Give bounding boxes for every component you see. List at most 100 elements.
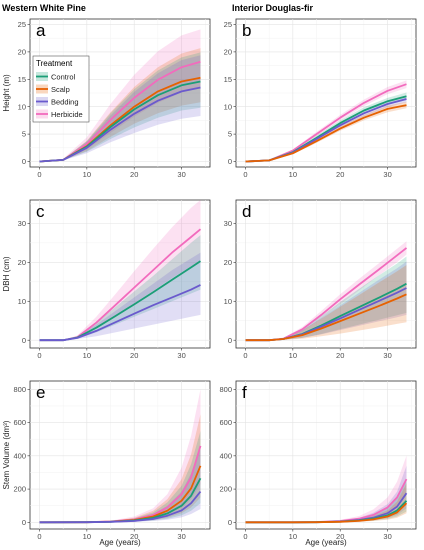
y-tick-label: 0	[228, 157, 232, 166]
x-tick-label: 10	[289, 170, 297, 179]
panel-c: 0 10 20 30 0 10 20 30 c DBH (cm)	[2, 199, 211, 360]
y-tick-label: 20	[224, 258, 232, 267]
y-tick-label: 5	[228, 130, 232, 139]
y-tick-label: 0	[228, 518, 232, 527]
y-tick-label: 15	[224, 75, 232, 84]
series-line-bedding	[39, 491, 202, 524]
series-line-bedding	[39, 86, 201, 163]
y-tick-label: 30	[18, 219, 26, 228]
x-axis-title-left: Age (years)	[99, 538, 141, 547]
y-axis-title: DBH (cm)	[2, 256, 11, 291]
x-tick-label: 0	[37, 170, 41, 179]
ribbon-control	[245, 479, 407, 523]
x-tick-label: 20	[130, 532, 138, 541]
x-tick-label: 20	[336, 532, 344, 541]
y-tick-label: 10	[18, 102, 26, 111]
x-tick-label: 10	[289, 532, 297, 541]
ribbon-bedding	[245, 261, 407, 341]
ribbon-bedding	[39, 252, 201, 341]
y-tick-label: 5	[22, 130, 26, 139]
x-tick-label: 30	[177, 532, 185, 541]
y-tick-label: 15	[18, 75, 26, 84]
x-tick-label: 20	[336, 170, 344, 179]
y-tick-label: 600	[13, 418, 26, 427]
ribbon-bedding	[245, 465, 407, 523]
panel-letter: f	[242, 383, 247, 402]
legend-label: Herbicide	[51, 110, 83, 119]
x-tick-label: 20	[130, 351, 138, 360]
panel-frame	[235, 380, 417, 530]
y-axis-title: Stem Volume (dm³)	[2, 420, 11, 489]
ribbon-herbicide	[245, 80, 407, 162]
series-line-bedding	[39, 284, 201, 342]
x-tick-label: 20	[336, 351, 344, 360]
x-tick-label: 0	[243, 170, 247, 179]
panel-letter: c	[36, 202, 45, 221]
y-tick-label: 400	[219, 451, 232, 460]
y-tick-label: 800	[219, 385, 232, 394]
y-tick-label: 10	[224, 102, 232, 111]
panel-letter: b	[242, 21, 251, 40]
series-line-scalp	[245, 502, 408, 524]
legend-title: Treatment	[36, 59, 73, 68]
y-tick-label: 20	[224, 47, 232, 56]
x-tick-label: 20	[130, 170, 138, 179]
x-tick-label: 10	[289, 351, 297, 360]
x-tick-label: 10	[83, 170, 91, 179]
y-tick-label: 20	[18, 47, 26, 56]
x-tick-label: 30	[383, 170, 391, 179]
y-tick-label: 0	[228, 336, 232, 345]
x-tick-label: 30	[177, 170, 185, 179]
column-title-left: Western White Pine	[2, 3, 86, 13]
legend-label: Bedding	[51, 98, 79, 107]
ribbon-control	[39, 430, 201, 523]
x-tick-label: 0	[37, 351, 41, 360]
panel-letter: d	[242, 202, 251, 221]
y-tick-label: 10	[224, 297, 232, 306]
ribbon-scalp	[245, 265, 407, 341]
y-tick-label: 400	[13, 451, 26, 460]
ribbon-bedding	[39, 55, 201, 162]
y-tick-label: 200	[219, 485, 232, 494]
y-tick-label: 200	[13, 485, 26, 494]
legend-label: Scalp	[51, 85, 70, 94]
panel-letter: e	[36, 383, 45, 402]
y-tick-label: 800	[13, 385, 26, 394]
y-tick-label: 600	[219, 418, 232, 427]
panel-d: 0 10 20 30 0 10 20 30 d	[224, 199, 417, 360]
y-axis-title: Height (m)	[2, 74, 11, 112]
panel-e: 0 10 20 30 0 200 400 600 800 e Stem Volume (dm³)	[2, 380, 211, 541]
ribbon-herbicide	[39, 29, 201, 162]
series-line-scalp	[245, 293, 407, 342]
x-tick-label: 0	[243, 351, 247, 360]
series-line-scalp	[245, 104, 407, 163]
x-tick-label: 30	[383, 351, 391, 360]
panel-letter: a	[36, 21, 46, 40]
x-tick-label: 0	[37, 532, 41, 541]
y-tick-label: 0	[22, 336, 26, 345]
y-tick-label: 25	[18, 20, 26, 29]
y-tick-label: 0	[22, 518, 26, 527]
ribbon-scalp	[245, 483, 407, 523]
y-tick-label: 10	[18, 297, 26, 306]
y-tick-label: 20	[18, 258, 26, 267]
x-tick-label: 10	[83, 532, 91, 541]
y-tick-label: 0	[22, 157, 26, 166]
legend: Treatment Control Scalp Bedding Herbicide	[32, 55, 90, 123]
ribbon-control	[39, 52, 201, 162]
column-title-right: Interior Douglas-fir	[232, 3, 314, 13]
y-tick-label: 30	[224, 219, 232, 228]
y-tick-label: 25	[224, 20, 232, 29]
ribbon-bedding	[39, 445, 201, 523]
ribbon-scalp	[39, 48, 201, 162]
x-tick-label: 30	[177, 351, 185, 360]
legend-label: Control	[51, 73, 76, 82]
panel-b: 0 10 20 30 0 5 10 15 20 25 b	[224, 18, 417, 179]
x-tick-label: 10	[83, 351, 91, 360]
panel-frame	[29, 380, 211, 530]
x-axis-title-right: Age (years)	[305, 538, 347, 547]
x-tick-label: 0	[243, 532, 247, 541]
panel-f: 0 10 20 30 0 200 400 600 800 f	[219, 380, 417, 541]
